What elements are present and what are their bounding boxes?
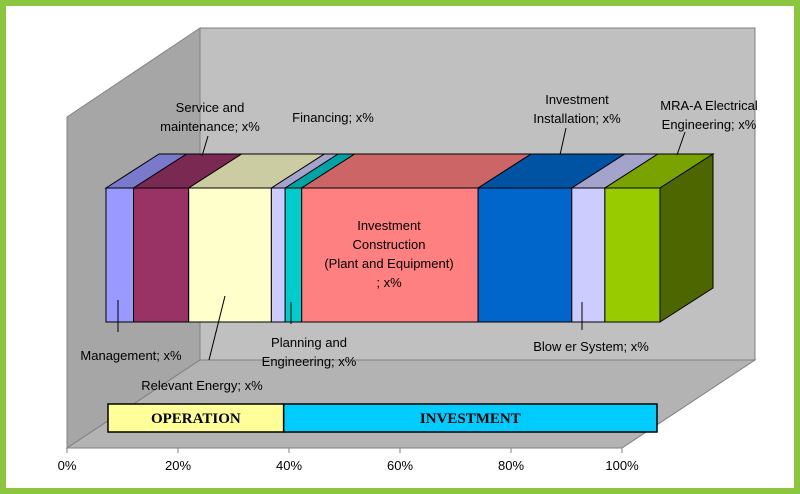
data-labels: Service and maintenance; x% Financing; x% I… xyxy=(80,92,757,393)
band-label-operation: OPERATION xyxy=(151,411,241,427)
leader-service xyxy=(201,135,209,157)
label-mra-electrical: Engineering; x% xyxy=(662,117,757,132)
label-investment-construction: Construction xyxy=(353,237,426,252)
label-investment-installation: Installation; x% xyxy=(533,111,621,126)
label-service-maintenance: Service and xyxy=(176,100,245,115)
bar-segment-5 xyxy=(301,187,479,323)
bar-side-face xyxy=(659,153,714,323)
x-tick-label: 40% xyxy=(276,458,302,473)
band-operation xyxy=(107,403,285,433)
label-relevant-energy: Relevant Energy; x% xyxy=(141,378,263,393)
category-bands: OPERATION INVESTMENT xyxy=(107,403,658,433)
x-tick-label: 80% xyxy=(498,458,524,473)
x-tick-label: 60% xyxy=(387,458,413,473)
band-investment xyxy=(282,403,658,433)
bar-segment-6 xyxy=(477,187,573,323)
bar-segment-4 xyxy=(284,187,303,323)
label-investment-construction: Investment xyxy=(357,218,421,233)
label-financing: Financing; x% xyxy=(292,110,374,125)
x-tick-label: 20% xyxy=(165,458,191,473)
label-planning-engineering: Planning and xyxy=(271,335,347,350)
label-investment-construction: ; x% xyxy=(376,275,402,290)
x-tick-label: 100% xyxy=(605,458,639,473)
leader-relevant-energy xyxy=(208,295,226,361)
leader-lines xyxy=(117,127,686,361)
bar-segments xyxy=(104,153,715,323)
bar-segment-0 xyxy=(105,187,135,323)
bar-segment-7 xyxy=(571,187,606,323)
bar-segment-1 xyxy=(133,187,190,323)
label-blower-system: Blow er System; x% xyxy=(533,339,649,354)
leader-installation xyxy=(559,127,567,156)
bar-segment-3 xyxy=(270,187,286,323)
bar-segment-8 xyxy=(604,187,661,323)
label-investment-construction: (Plant and Equipment) xyxy=(324,256,453,271)
x-tick-label: 0% xyxy=(58,458,77,473)
label-planning-engineering: Engineering; x% xyxy=(262,354,357,369)
label-management: Management; x% xyxy=(80,348,182,363)
label-investment-installation: Investment xyxy=(545,92,609,107)
x-axis-ticks: 0% 20% 40% 60% 80% 100% xyxy=(58,448,639,473)
label-service-maintenance: maintenance; x% xyxy=(160,119,260,134)
band-label-investment: INVESTMENT xyxy=(420,411,521,427)
bar-segment-2 xyxy=(188,187,272,323)
leader-mra xyxy=(676,131,686,156)
label-mra-electrical: MRA-A Electrical xyxy=(660,98,758,113)
